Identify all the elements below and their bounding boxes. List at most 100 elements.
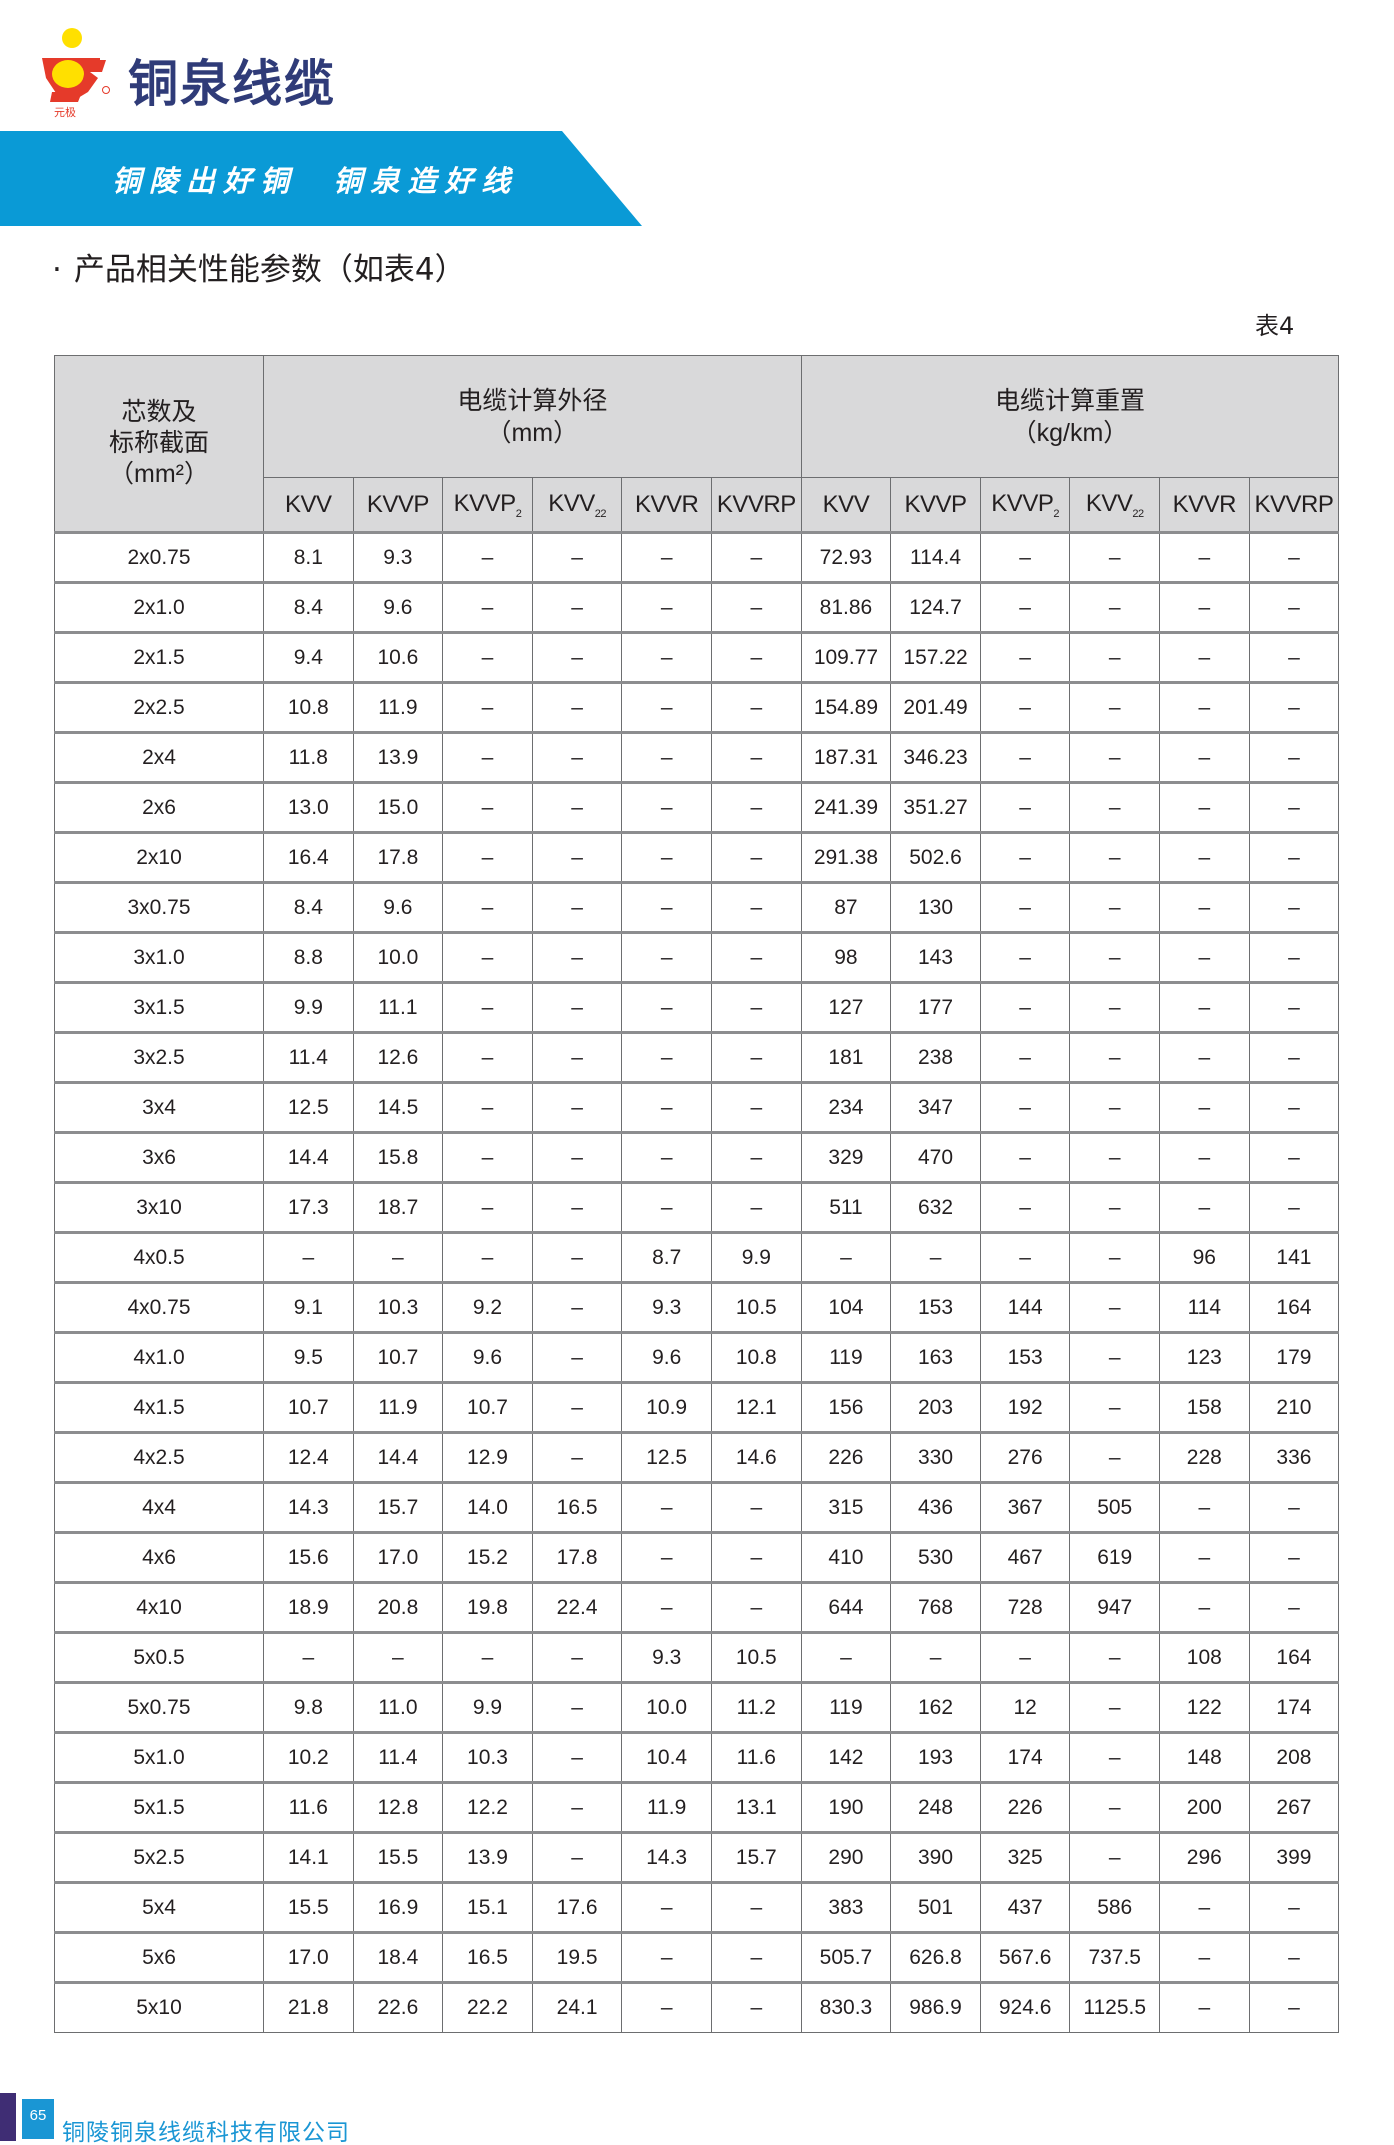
table-cell: –: [979, 1631, 1071, 1683]
table-cell: 15.6: [263, 1531, 354, 1583]
table-cell: –: [890, 1631, 981, 1683]
table-cell: –: [1248, 1931, 1340, 1983]
table-cell: 208: [1248, 1731, 1340, 1783]
table-cell: –: [979, 581, 1071, 633]
table-cell: 467: [979, 1531, 1071, 1583]
table-cell: –: [621, 581, 712, 633]
table-cell: 347: [890, 1081, 981, 1133]
cell-core-section: 2x2.5: [54, 681, 264, 733]
table-cell: 12.1: [710, 1381, 802, 1433]
table-cell: 10.7: [263, 1381, 354, 1433]
table-cell: –: [621, 681, 712, 733]
table-cell: –: [979, 981, 1071, 1033]
table-cell: –: [1069, 781, 1161, 833]
table-cell: 156: [800, 1381, 892, 1433]
column-header: KVVR: [1159, 477, 1250, 533]
column-header-subscript: 22: [594, 507, 607, 520]
table-cell: 11.6: [263, 1781, 354, 1833]
table-cell: –: [1069, 881, 1161, 933]
table-cell: –: [531, 1431, 623, 1483]
column-header: KVV22: [1069, 477, 1161, 533]
column-header-model: KVVRP: [1254, 490, 1334, 518]
table-cell: –: [1159, 1531, 1250, 1583]
table-cell: –: [621, 1531, 712, 1583]
table-cell: –: [1248, 931, 1340, 983]
table-cell: –: [1248, 881, 1340, 933]
table-cell: 241.39: [800, 781, 892, 833]
table-cell: 11.0: [352, 1681, 444, 1733]
cell-core-section: 2x0.75: [54, 531, 264, 583]
table-cell: –: [442, 781, 533, 833]
table-cell: 124.7: [890, 581, 981, 633]
table-cell: 19.5: [531, 1931, 623, 1983]
table-row: 3x4 12.5 14.5– – – –234 347– – – –: [54, 1081, 1340, 1133]
brand-name: 铜泉线缆: [128, 55, 336, 113]
table-cell: –: [621, 781, 712, 833]
table-cell: –: [531, 1031, 623, 1083]
table-cell: 329: [800, 1131, 892, 1183]
table-cell: 11.2: [710, 1681, 802, 1733]
table-row: 3x10 17.3 18.7– – – –511 632– – – –: [54, 1181, 1340, 1233]
table-cell: –: [1248, 1481, 1340, 1533]
table-cell: 193: [890, 1731, 981, 1783]
table-cell: –: [1248, 731, 1340, 783]
table-cell: –: [710, 1081, 802, 1133]
table-cell: –: [621, 881, 712, 933]
table-cell: 13.0: [263, 781, 354, 833]
table-cell: 11.9: [621, 1781, 712, 1833]
table-cell: –: [1159, 1581, 1250, 1633]
table-cell: –: [621, 1031, 712, 1083]
table-cell: 12.4: [263, 1431, 354, 1483]
table-row: 3x2.5 11.4 12.6– – – –181 238– – – –: [54, 1031, 1340, 1083]
header-group-title: 电缆计算外径: [457, 386, 608, 415]
page-number: 65: [22, 2099, 54, 2139]
table-cell: 8.7: [621, 1231, 712, 1283]
table-row: 3x1.5 9.9 11.1– – – –127 177– – – –: [54, 981, 1340, 1033]
table-cell: 109.77: [800, 631, 892, 683]
table-cell: 158: [1159, 1381, 1250, 1433]
table-cell: 108: [1159, 1631, 1250, 1683]
table-row: 2x10 16.4 17.8– – – –291.38 502.6– – – –: [54, 831, 1340, 883]
header-weight: 电缆计算重置 （kg/km）: [800, 355, 1340, 478]
table-cell: –: [621, 531, 712, 583]
table-cell: 276: [979, 1431, 1071, 1483]
table-cell: 10.0: [352, 931, 444, 983]
cell-core-section: 2x4: [54, 731, 264, 783]
table-cell: 16.5: [442, 1931, 533, 1983]
table-cell: 15.7: [710, 1831, 802, 1883]
table-cell: –: [531, 781, 623, 833]
table-cell: 148: [1159, 1731, 1250, 1783]
table-row: 2x4 11.8 13.9– – – –187.31 346.23– – – –: [54, 731, 1340, 783]
table-cell: 924.6: [979, 1981, 1071, 2033]
table-cell: 17.8: [352, 831, 444, 883]
table-cell: –: [442, 581, 533, 633]
table-cell: 22.6: [352, 1981, 444, 2033]
table-cell: –: [352, 1631, 444, 1683]
table-row: 4x1.5 10.7 11.9 10.7–10.9 12.1 156 203 192–158 2…: [54, 1381, 1340, 1433]
column-header: KVVRP: [710, 477, 802, 533]
section-title-text: 产品相关性能参数（如表4）: [73, 252, 466, 288]
table-row: 2x2.5 10.8 11.9– – – –154.89 201.49– – – –: [54, 681, 1340, 733]
table-row: 4x1.0 9.5 10.7 9.6–9.6 10.8 119 163 153–123 179: [54, 1331, 1340, 1383]
table-cell: 15.5: [352, 1831, 444, 1883]
table-cell: 436: [890, 1481, 981, 1533]
table-cell: 11.4: [352, 1731, 444, 1783]
table-cell: 14.5: [352, 1081, 444, 1133]
table-cell: 153: [890, 1281, 981, 1333]
table-cell: 986.9: [890, 1981, 981, 2033]
table-cell: –: [710, 781, 802, 833]
table-cell: 11.8: [263, 731, 354, 783]
table-cell: –: [710, 981, 802, 1033]
section-title: · 产品相关性能参数（如表4）: [52, 244, 466, 289]
table-cell: 143: [890, 931, 981, 983]
cell-core-section: 3x1.5: [54, 981, 264, 1033]
table-row: 3x0.75 8.4 9.6– – – –87 130– – – –: [54, 881, 1340, 933]
table-cell: –: [531, 1181, 623, 1233]
table-cell: 12.5: [263, 1081, 354, 1133]
table-cell: 179: [1248, 1331, 1340, 1383]
table-cell: –: [1069, 581, 1161, 633]
table-row: 5x2.5 14.1 15.5 13.9–14.3 15.7 290 390 325–296 3…: [54, 1831, 1340, 1883]
table-cell: 174: [979, 1731, 1071, 1783]
table-cell: 1125.5: [1069, 1981, 1161, 2033]
table-cell: 11.1: [352, 981, 444, 1033]
